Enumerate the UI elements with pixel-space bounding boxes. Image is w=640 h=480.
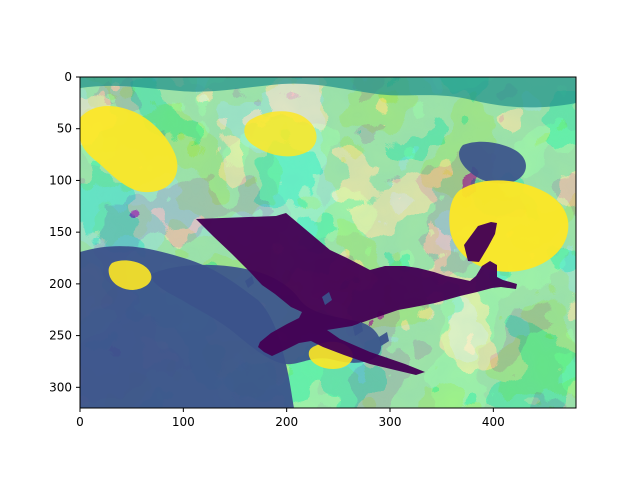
terrain-image xyxy=(80,77,576,408)
y-tick-label: 200 xyxy=(49,277,72,291)
y-tick-label: 50 xyxy=(57,122,72,136)
yellow-island-bottom-left xyxy=(108,260,152,290)
x-tick-label: 0 xyxy=(76,415,84,429)
airplane-silhouette xyxy=(196,213,517,375)
y-tick-label: 100 xyxy=(49,173,72,187)
y-tick-label: 150 xyxy=(49,225,72,239)
y-axis: 0 50 100 150 200 250 300 xyxy=(49,70,80,394)
x-tick-label: 400 xyxy=(482,415,505,429)
dark-region-right xyxy=(459,141,526,184)
yellow-region-top xyxy=(244,111,317,157)
x-axis: 0 100 200 300 400 xyxy=(76,408,505,429)
plot-area xyxy=(79,76,577,409)
yellow-region-left xyxy=(80,105,178,193)
plot-border xyxy=(79,76,577,409)
y-tick-label: 0 xyxy=(64,70,72,84)
teal-band-top xyxy=(80,77,576,108)
airplane-tail-fin xyxy=(464,222,497,262)
x-tick-label: 100 xyxy=(172,415,195,429)
x-tick-label: 200 xyxy=(275,415,298,429)
x-tick-label: 300 xyxy=(379,415,402,429)
y-tick-label: 250 xyxy=(49,329,72,343)
y-tick-label: 300 xyxy=(49,380,72,394)
